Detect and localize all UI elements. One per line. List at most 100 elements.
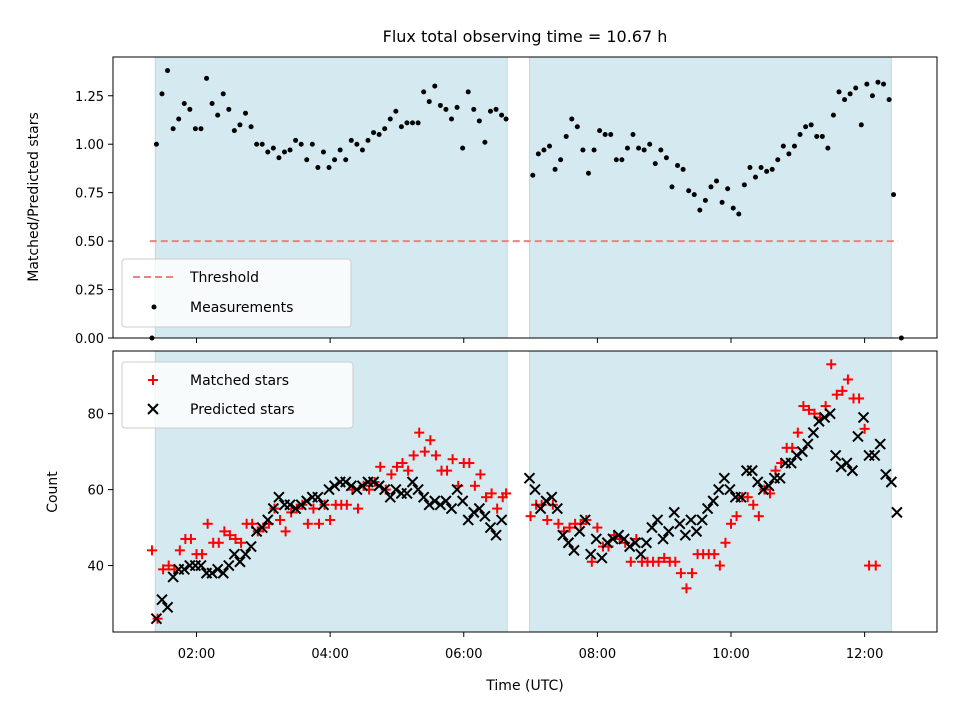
measurement-point	[858, 122, 864, 128]
measurement-point	[415, 120, 421, 126]
measurement-point	[585, 170, 591, 176]
matched-star-point	[859, 423, 870, 434]
measurement-point	[842, 97, 848, 103]
predicted-star-point	[267, 502, 280, 515]
matched-star-point	[826, 359, 837, 370]
measurement-point	[663, 155, 669, 161]
legend-predicted-swatch	[147, 403, 159, 415]
measurement-point	[775, 157, 781, 163]
predicted-star-point	[757, 483, 769, 496]
predicted-star-point	[211, 563, 224, 576]
predicted-star-point	[440, 495, 452, 507]
predicted-star-point	[829, 449, 842, 462]
predicted-star-point	[345, 480, 357, 492]
matched-star-point	[213, 537, 224, 548]
measurement-point	[437, 102, 443, 108]
matched-star-point	[753, 511, 764, 522]
measurement-point	[181, 101, 187, 107]
measurement-point	[304, 157, 310, 163]
matched-star-point	[675, 568, 686, 579]
predicted-star-point	[495, 514, 508, 526]
measurement-point	[165, 68, 171, 74]
legend-measurements-label: Measurements	[190, 300, 293, 316]
measurement-point	[836, 89, 842, 95]
measurement-point	[354, 141, 360, 147]
measurement-point	[265, 149, 271, 155]
matched-star-point	[391, 461, 402, 472]
predicted-star-point	[484, 521, 497, 534]
ratio-y-axis-label: Matched/Predicted stars	[26, 112, 42, 282]
measurement-point	[574, 124, 580, 130]
measurement-point	[791, 143, 797, 149]
predicted-star-point	[150, 613, 163, 625]
predicted-star-point	[774, 472, 786, 484]
measurement-point	[675, 163, 681, 169]
measurement-point	[535, 151, 541, 157]
measurement-point	[298, 141, 304, 147]
predicted-star-point	[841, 457, 853, 469]
matched-star-point	[831, 389, 842, 400]
predicted-star-point	[217, 567, 229, 579]
measurement-point	[259, 141, 265, 147]
matched-star-point	[403, 465, 414, 476]
measurement-point	[891, 192, 897, 198]
predicted-star-point	[657, 533, 669, 545]
predicted-star-point	[423, 499, 435, 511]
predicted-star-point	[874, 438, 886, 450]
predicted-star-point	[607, 533, 619, 545]
measurement-point	[449, 116, 455, 122]
measurement-point	[254, 141, 260, 147]
matched-star-point	[525, 511, 536, 522]
measurement-point	[702, 197, 708, 203]
predicted-star-point	[785, 457, 797, 469]
predicted-star-point	[373, 480, 385, 492]
ratio-x-ticks	[196, 338, 866, 343]
predicted-star-point	[256, 521, 268, 534]
measurement-point	[730, 205, 736, 211]
predicted-star-point	[384, 491, 396, 503]
predicted-star-point	[596, 552, 608, 564]
matched-star-point	[709, 549, 720, 560]
predicted-star-point	[328, 480, 341, 492]
measurement-point	[641, 147, 647, 153]
measurement-point	[226, 106, 232, 112]
predicted-star-point	[707, 495, 719, 507]
measurement-point	[192, 126, 198, 132]
measurement-point	[471, 106, 477, 112]
matched-star-point	[748, 499, 759, 510]
matched-star-point	[564, 522, 575, 533]
predicted-star-point	[468, 506, 480, 519]
x-tick-label: 04:00	[311, 647, 348, 662]
predicted-star-point	[590, 533, 602, 545]
measurement-point	[864, 81, 870, 87]
predicted-star-point	[178, 563, 190, 576]
predicted-star-point	[351, 483, 363, 496]
measurement-point	[619, 157, 625, 163]
predicted-star-point	[479, 510, 491, 522]
measurement-point	[875, 79, 881, 85]
measurement-point	[741, 182, 747, 188]
predicted-star-point	[223, 559, 235, 572]
matched-star-point	[442, 465, 453, 476]
measurement-point	[786, 151, 792, 157]
measurement-point	[647, 141, 653, 147]
matched-star-point	[687, 568, 698, 579]
measurement-point	[652, 161, 658, 167]
predicted-star-point	[534, 502, 547, 515]
matched-star-point	[197, 549, 208, 560]
measurement-point	[348, 137, 354, 143]
predicted-star-point	[551, 502, 563, 515]
predicted-star-point	[584, 548, 597, 560]
measurement-point	[432, 83, 438, 89]
predicted-star-point	[752, 476, 764, 488]
measurement-point	[476, 118, 482, 124]
predicted-star-point	[701, 502, 714, 515]
matched-star-point	[803, 404, 814, 415]
measurement-point	[460, 145, 466, 151]
matched-star-point	[414, 427, 425, 438]
measurement-point	[270, 145, 276, 151]
measurement-point	[187, 106, 193, 112]
predicted-star-point	[451, 483, 463, 496]
measurement-point	[365, 137, 371, 143]
measurement-point	[764, 168, 770, 174]
